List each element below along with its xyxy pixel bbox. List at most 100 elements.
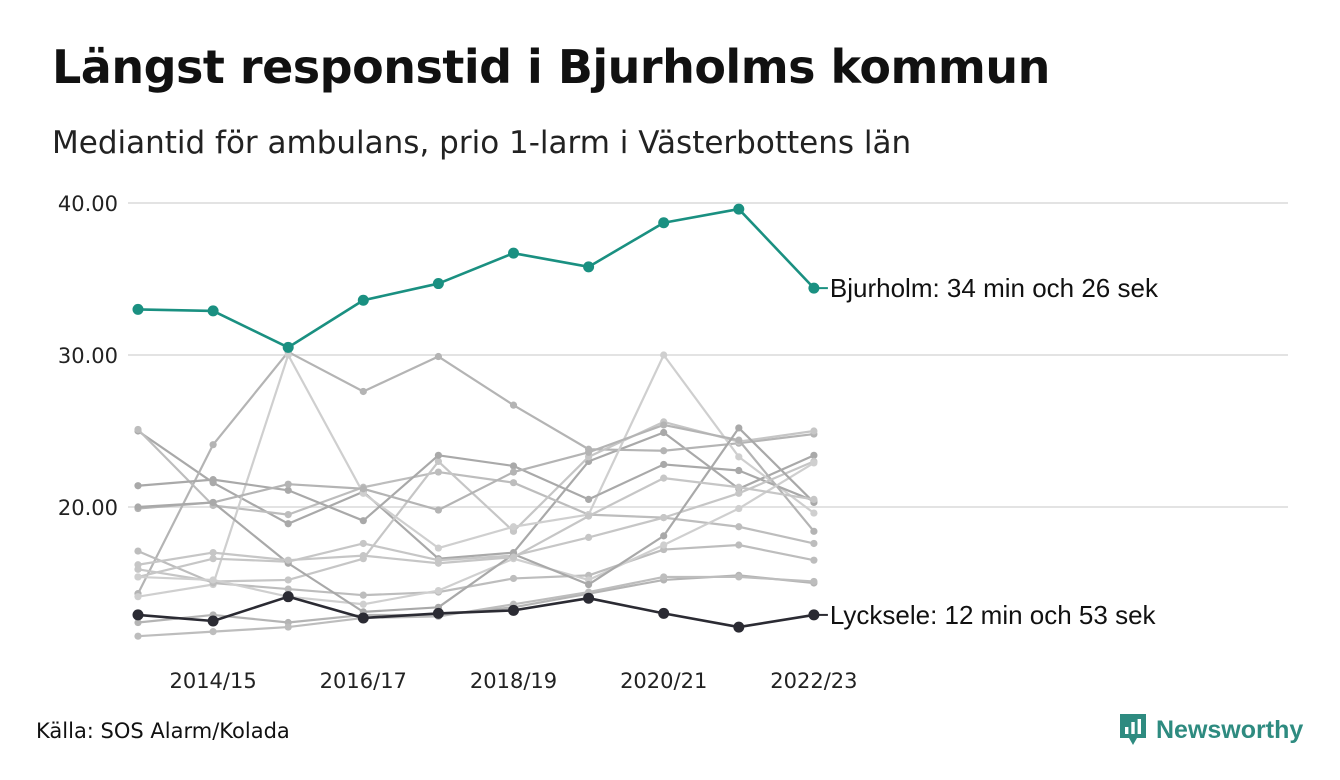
data-point	[735, 466, 743, 475]
series-other	[134, 459, 818, 608]
series-other	[134, 427, 818, 563]
data-point	[660, 447, 668, 455]
series-other	[134, 573, 818, 640]
data-point	[810, 556, 818, 564]
data-point	[434, 468, 442, 476]
newsworthy-logo-icon	[1120, 714, 1146, 745]
data-point	[432, 278, 444, 290]
data-point	[134, 482, 142, 490]
data-point	[134, 573, 142, 581]
series-line	[137, 350, 815, 595]
data-point	[509, 401, 518, 409]
data-point	[660, 532, 668, 540]
data-point	[585, 448, 593, 456]
data-point	[810, 527, 818, 535]
data-point	[134, 547, 142, 555]
data-point	[134, 618, 142, 627]
data-point	[509, 479, 518, 487]
data-point	[660, 474, 668, 482]
data-point	[357, 612, 369, 624]
data-point	[585, 495, 593, 503]
data-point	[134, 593, 142, 601]
gridlines	[128, 202, 1288, 508]
x-tick-label: 2018/19	[470, 669, 557, 693]
line-chart: 40.00 30.00 20.00 2014/15 2016/17 2018/19 202…	[58, 192, 1288, 693]
data-point	[282, 341, 294, 353]
series-other	[134, 541, 818, 599]
series-labels: Lycksele: 12 min och 53 sek Bjurholm: 34 …	[818, 273, 1159, 630]
data-point	[434, 457, 442, 465]
series-line	[137, 574, 815, 624]
data-point	[359, 387, 367, 396]
data-point	[207, 305, 219, 317]
data-point	[735, 453, 743, 461]
data-point	[735, 541, 743, 549]
data-point	[808, 282, 820, 294]
data-point	[810, 495, 818, 503]
series-line	[137, 543, 815, 597]
data-point	[585, 512, 593, 520]
series-lycksele	[132, 591, 820, 633]
chart-subtitle: Mediantid för ambulans, prio 1-larm i Vä…	[52, 125, 912, 161]
data-point	[209, 549, 217, 557]
data-point	[357, 294, 369, 306]
y-axis-ticks: 40.00 30.00 20.00	[58, 192, 118, 520]
series-other	[134, 451, 818, 525]
series-line	[137, 461, 815, 606]
data-point	[735, 483, 743, 491]
data-point	[209, 498, 217, 507]
data-point	[660, 351, 668, 359]
series-line	[137, 207, 815, 349]
data-point	[509, 553, 518, 561]
brand-logo: Newsworthy	[1118, 712, 1303, 748]
series-end-label: Bjurholm: 34 min och 26 sek	[830, 273, 1159, 303]
source-note: Källa: SOS Alarm/Kolada	[36, 719, 290, 743]
series-line	[137, 353, 815, 598]
data-point	[284, 510, 292, 519]
y-tick-label: 40.00	[58, 192, 118, 216]
data-point	[284, 556, 292, 564]
data-point	[284, 585, 292, 593]
series-line	[137, 575, 814, 638]
data-point	[583, 592, 595, 604]
data-point	[508, 247, 519, 259]
brand-name: Newsworthy	[1156, 715, 1304, 744]
x-tick-label: 2022/23	[770, 669, 857, 693]
data-point	[434, 352, 442, 361]
data-point	[134, 632, 142, 640]
data-point	[434, 544, 442, 552]
data-point	[660, 541, 668, 549]
y-tick-label: 20.00	[58, 496, 118, 520]
data-point	[658, 217, 670, 229]
data-point	[284, 486, 292, 494]
series-line	[137, 423, 815, 533]
data-point	[284, 576, 292, 584]
data-point	[660, 421, 668, 429]
data-point	[735, 523, 743, 531]
y-tick-label: 30.00	[58, 344, 118, 368]
series-other	[134, 474, 818, 569]
data-point	[132, 303, 144, 315]
data-point	[207, 615, 219, 627]
data-point	[134, 425, 142, 434]
data-point	[733, 203, 745, 215]
data-point	[284, 480, 292, 488]
data-point	[810, 451, 818, 459]
data-point	[359, 485, 367, 493]
data-point	[284, 351, 292, 359]
data-point	[735, 504, 743, 513]
data-point	[735, 436, 743, 444]
data-point	[359, 600, 367, 608]
data-point	[810, 577, 818, 586]
x-axis-ticks: 2014/15 2016/17 2018/19 2020/21 2022/23	[169, 669, 857, 693]
data-point	[810, 427, 818, 435]
x-tick-label: 2014/15	[169, 669, 256, 693]
data-point	[132, 609, 144, 621]
data-point	[735, 424, 743, 432]
series-line	[137, 428, 815, 545]
data-point	[209, 576, 217, 584]
data-point	[359, 552, 367, 560]
data-point	[810, 539, 818, 548]
data-point	[808, 609, 820, 621]
data-point	[735, 489, 743, 497]
